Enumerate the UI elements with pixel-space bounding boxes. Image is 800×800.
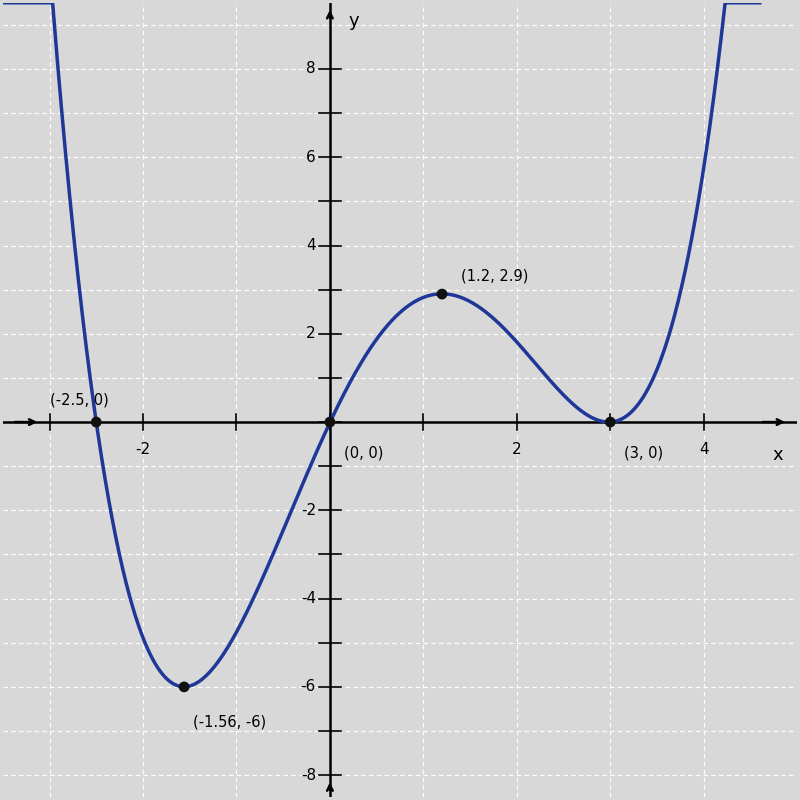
Text: 2: 2 <box>512 442 522 457</box>
Text: -2: -2 <box>301 503 316 518</box>
Point <box>436 288 449 301</box>
Point <box>323 416 336 429</box>
Text: 2: 2 <box>306 326 316 342</box>
Text: -4: -4 <box>301 591 316 606</box>
Text: 8: 8 <box>306 62 316 77</box>
Text: (0, 0): (0, 0) <box>344 446 383 461</box>
Text: (1.2, 2.9): (1.2, 2.9) <box>461 269 528 284</box>
Text: (-1.56, -6): (-1.56, -6) <box>194 714 266 730</box>
Text: 6: 6 <box>306 150 316 165</box>
Text: x: x <box>773 446 783 464</box>
Point <box>178 681 190 694</box>
Text: (-2.5, 0): (-2.5, 0) <box>50 393 108 407</box>
Text: y: y <box>349 12 359 30</box>
Point <box>90 416 102 429</box>
Text: 4: 4 <box>699 442 709 457</box>
Text: -6: -6 <box>301 679 316 694</box>
Text: -8: -8 <box>301 768 316 782</box>
Text: (3, 0): (3, 0) <box>624 446 663 461</box>
Text: -2: -2 <box>135 442 150 457</box>
Text: 4: 4 <box>306 238 316 253</box>
Point <box>604 416 617 429</box>
